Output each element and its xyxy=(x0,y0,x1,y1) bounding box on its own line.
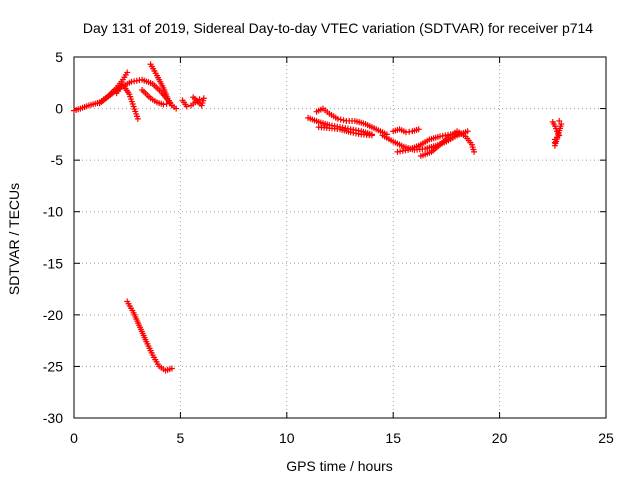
x-tick-label: 10 xyxy=(279,430,295,446)
y-tick-label: -25 xyxy=(43,358,63,374)
data-point xyxy=(340,117,347,124)
data-point xyxy=(173,105,180,112)
y-tick-label: -5 xyxy=(51,152,64,168)
chart-title: Day 131 of 2019, Sidereal Day-to-day VTE… xyxy=(83,20,593,36)
x-tick-label: 5 xyxy=(177,430,185,446)
data-point xyxy=(190,94,197,101)
series-arc-14 xyxy=(390,126,422,136)
plot-frame xyxy=(73,56,607,419)
series-arc-10 xyxy=(315,124,375,139)
data-point xyxy=(124,69,131,76)
y-tick-label: 5 xyxy=(55,49,63,65)
y-tick-label: -15 xyxy=(43,255,63,271)
x-tick-label: 0 xyxy=(70,430,78,446)
series-arc-6 xyxy=(124,298,175,374)
x-tick-label: 20 xyxy=(492,430,508,446)
y-tick-label: -20 xyxy=(43,307,63,323)
data-point xyxy=(183,103,190,110)
y-axis-label: SDTVAR / TECUs xyxy=(6,183,22,295)
series-arc-7 xyxy=(179,94,207,110)
x-tick-label: 15 xyxy=(385,430,401,446)
series-arc-1 xyxy=(71,69,131,114)
data-points xyxy=(71,61,565,374)
y-tick-label: 0 xyxy=(55,101,63,117)
y-tick-label: -30 xyxy=(43,410,63,426)
series-arc-4 xyxy=(147,61,180,112)
data-point xyxy=(337,116,344,123)
data-point xyxy=(558,121,565,128)
grid-lines xyxy=(74,57,606,418)
data-point xyxy=(556,117,563,124)
series-arc-3 xyxy=(113,81,141,122)
data-point xyxy=(334,115,341,122)
data-point xyxy=(464,128,471,135)
data-point xyxy=(415,126,422,133)
series-arc-15 xyxy=(549,117,565,149)
axis-ticks: 0 5 10 15 20 25 5 0 -5 -10 -15 -20 -25 -30 xyxy=(43,49,614,446)
series-arc-5 xyxy=(139,87,173,108)
series-arc-12 xyxy=(417,128,478,160)
series-arc-9 xyxy=(313,105,390,138)
data-point xyxy=(168,365,175,372)
data-point xyxy=(471,148,478,155)
data-point xyxy=(134,115,141,122)
x-axis-label: GPS time / hours xyxy=(286,458,393,474)
data-point xyxy=(460,130,467,137)
x-tick-label: 25 xyxy=(598,430,614,446)
series-arc-13 xyxy=(394,130,467,155)
data-point xyxy=(166,100,173,107)
y-tick-label: -10 xyxy=(43,204,63,220)
data-point xyxy=(368,132,375,139)
